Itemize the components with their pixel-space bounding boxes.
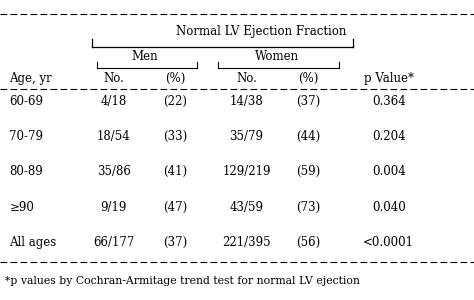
Text: 66/177: 66/177	[93, 236, 135, 249]
Text: Men: Men	[131, 50, 158, 63]
Text: 35/86: 35/86	[97, 165, 131, 178]
Text: Age, yr: Age, yr	[9, 72, 52, 85]
Text: No.: No.	[236, 72, 257, 85]
Text: Women: Women	[255, 50, 300, 63]
Text: 35/79: 35/79	[229, 130, 264, 143]
Text: 0.004: 0.004	[372, 165, 406, 178]
Text: *p values by Cochran-Armitage trend test for normal LV ejection: *p values by Cochran-Armitage trend test…	[5, 276, 360, 286]
Text: (59): (59)	[296, 165, 320, 178]
Text: Normal LV Ejection Fraction: Normal LV Ejection Fraction	[175, 25, 346, 38]
Text: (41): (41)	[164, 165, 187, 178]
Text: 43/59: 43/59	[229, 201, 264, 214]
Text: 70-79: 70-79	[9, 130, 44, 143]
Text: 0.040: 0.040	[372, 201, 406, 214]
Text: (33): (33)	[163, 130, 188, 143]
Text: (22): (22)	[164, 94, 187, 108]
Text: 60-69: 60-69	[9, 94, 44, 108]
Text: 221/395: 221/395	[222, 236, 271, 249]
Text: (37): (37)	[163, 236, 188, 249]
Text: p Value*: p Value*	[364, 72, 414, 85]
Text: 0.364: 0.364	[372, 94, 406, 108]
Text: No.: No.	[103, 72, 124, 85]
Text: (37): (37)	[296, 94, 320, 108]
Text: 18/54: 18/54	[97, 130, 131, 143]
Text: All ages: All ages	[9, 236, 57, 249]
Text: (56): (56)	[296, 236, 320, 249]
Text: ≥90: ≥90	[9, 201, 34, 214]
Text: 80-89: 80-89	[9, 165, 43, 178]
Text: (44): (44)	[296, 130, 320, 143]
Text: <0.0001: <0.0001	[363, 236, 414, 249]
Text: 4/18: 4/18	[100, 94, 127, 108]
Text: 129/219: 129/219	[222, 165, 271, 178]
Text: 9/19: 9/19	[100, 201, 127, 214]
Text: (%): (%)	[298, 72, 318, 85]
Text: (73): (73)	[296, 201, 320, 214]
Text: (%): (%)	[165, 72, 185, 85]
Text: 0.204: 0.204	[372, 130, 405, 143]
Text: (47): (47)	[163, 201, 188, 214]
Text: 14/38: 14/38	[229, 94, 264, 108]
